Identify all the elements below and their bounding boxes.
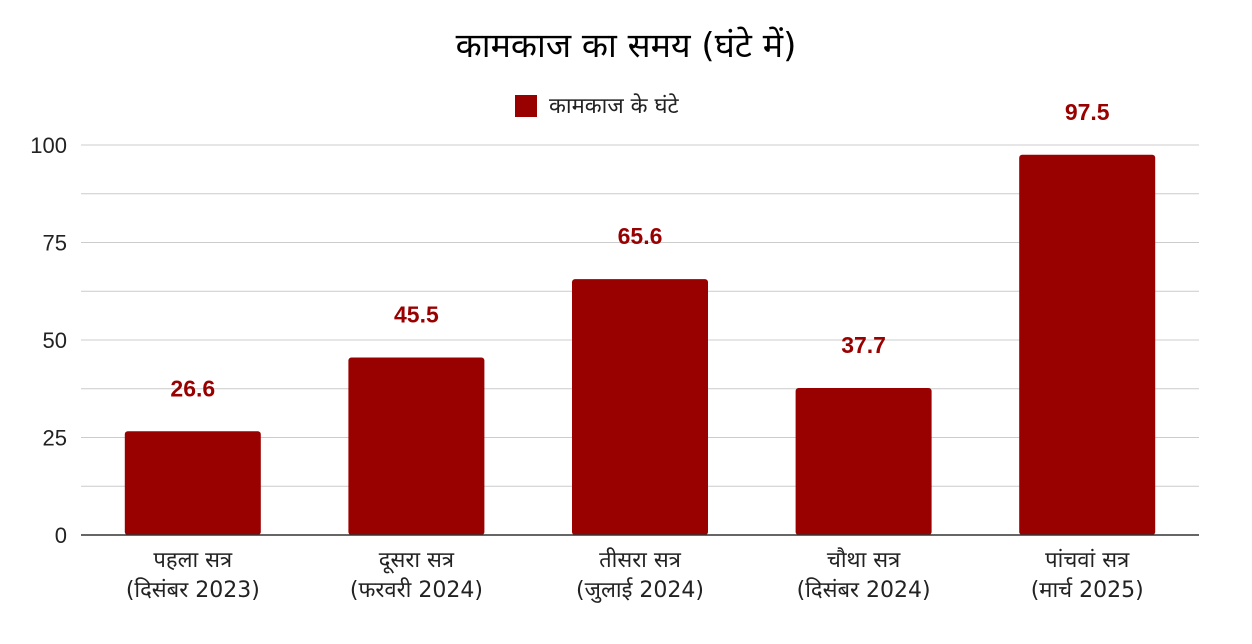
- data-label: 37.7: [841, 332, 886, 358]
- chart-title: कामकाज का समय (घंटे में): [456, 26, 797, 66]
- data-label: 45.5: [394, 302, 439, 328]
- x-category-label: (फरवरी 2024): [350, 577, 483, 603]
- x-category-label: (मार्च 2025): [1031, 577, 1144, 603]
- bar: [124, 431, 261, 535]
- y-tick-label: 25: [43, 426, 67, 451]
- x-category-label: (जुलाई 2024): [576, 577, 704, 603]
- y-tick-label: 100: [30, 133, 67, 158]
- data-label: 97.5: [1065, 99, 1110, 125]
- bar: [572, 279, 708, 535]
- x-category-label: तीसरा सत्र: [599, 547, 682, 573]
- x-category-label: चौथा सत्र: [827, 547, 901, 573]
- bar: [1019, 154, 1156, 535]
- bar: [348, 357, 485, 535]
- data-labels: 26.6 45.5 65.6 37.7 97.5: [170, 99, 1109, 402]
- bars: [124, 154, 1156, 535]
- x-category-label: (दिसंबर 2024): [797, 577, 931, 603]
- data-label: 26.6: [170, 375, 215, 401]
- legend: कामकाज के घंटे: [515, 93, 680, 119]
- y-tick-label: 50: [43, 328, 67, 353]
- y-tick-label: 75: [43, 231, 67, 256]
- x-category-label: दूसरा सत्र: [379, 548, 455, 574]
- x-category-label: पहला सत्र: [153, 548, 233, 573]
- legend-label: कामकाज के घंटे: [549, 93, 680, 119]
- legend-swatch: [515, 95, 537, 117]
- bar: [795, 387, 932, 535]
- x-category-label: (दिसंबर 2023): [126, 577, 260, 603]
- x-category-label: पांचवां सत्र: [1045, 548, 1130, 573]
- data-label: 65.6: [618, 223, 663, 249]
- y-axis-ticks: 0 25 50 75 100: [30, 133, 67, 548]
- category-labels: पहला सत्र (दिसंबर 2023) दूसरा सत्र (फरवरी 2…: [126, 547, 1144, 603]
- y-tick-label: 0: [55, 523, 67, 548]
